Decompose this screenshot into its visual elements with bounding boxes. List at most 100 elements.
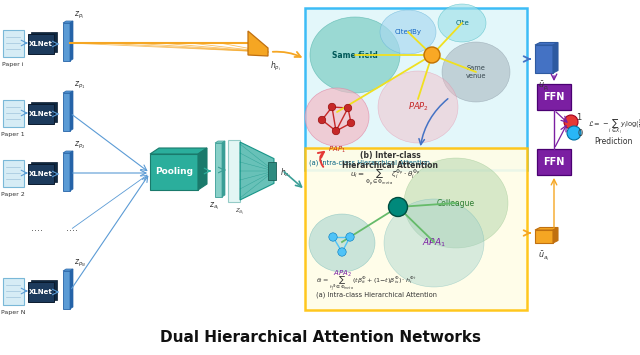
Polygon shape — [63, 23, 70, 61]
Circle shape — [318, 116, 326, 124]
FancyBboxPatch shape — [31, 280, 57, 300]
Text: $PAP_1$: $PAP_1$ — [328, 145, 346, 155]
Polygon shape — [63, 153, 70, 191]
Polygon shape — [70, 151, 73, 191]
Text: Paper i: Paper i — [3, 62, 24, 67]
Text: $z_{p_N}$: $z_{p_N}$ — [74, 258, 86, 269]
Circle shape — [424, 47, 440, 63]
Ellipse shape — [310, 17, 400, 93]
FancyBboxPatch shape — [305, 8, 527, 170]
Polygon shape — [70, 91, 73, 131]
Circle shape — [567, 126, 581, 140]
Polygon shape — [215, 141, 225, 143]
Ellipse shape — [384, 199, 484, 287]
Text: $h_{a_i}$: $h_{a_i}$ — [280, 166, 291, 180]
Text: Same field: Same field — [332, 50, 378, 60]
FancyBboxPatch shape — [537, 84, 571, 110]
Text: Prediction: Prediction — [594, 137, 632, 146]
Polygon shape — [228, 140, 240, 202]
Polygon shape — [150, 154, 198, 190]
Text: Same
venue: Same venue — [466, 66, 486, 78]
Circle shape — [328, 103, 336, 111]
Text: (a) Intra-class Hierarchical Attention: (a) Intra-class Hierarchical Attention — [309, 159, 430, 166]
Text: $\mathcal{L}=-\sum_{i \in X_l} y_i \log(\frac{y_i}{\hat{Y}})$: $\mathcal{L}=-\sum_{i \in X_l} y_i \log(… — [588, 118, 640, 136]
Polygon shape — [553, 43, 558, 73]
Text: Paper 2: Paper 2 — [1, 192, 25, 197]
Polygon shape — [535, 45, 553, 73]
Circle shape — [332, 127, 340, 135]
Circle shape — [564, 115, 578, 129]
Text: ....: .... — [66, 223, 78, 233]
Text: $z_{p_i}$: $z_{p_i}$ — [74, 10, 84, 21]
Polygon shape — [222, 141, 225, 197]
Text: Paper N: Paper N — [1, 310, 25, 315]
Text: FFN: FFN — [543, 92, 564, 102]
Polygon shape — [63, 269, 73, 271]
FancyBboxPatch shape — [3, 29, 24, 56]
Circle shape — [329, 233, 337, 241]
Polygon shape — [248, 31, 268, 56]
Polygon shape — [198, 148, 207, 190]
Text: Pooling: Pooling — [155, 166, 193, 175]
Text: $z_{p_2}$: $z_{p_2}$ — [74, 140, 85, 151]
Ellipse shape — [305, 88, 369, 146]
Text: $\theta_i = \sum_{h_j^{\Phi} \in \Phi_{meta}} (t\beta_{it}^{\Phi} + (1{-}t)\beta: $\theta_i = \sum_{h_j^{\Phi} \in \Phi_{m… — [316, 275, 417, 294]
Text: $\bar{u}_{p_i}$: $\bar{u}_{p_i}$ — [538, 79, 550, 92]
Polygon shape — [63, 91, 73, 93]
FancyBboxPatch shape — [537, 149, 571, 175]
FancyBboxPatch shape — [31, 162, 57, 182]
Text: XLNet: XLNet — [29, 289, 53, 295]
FancyBboxPatch shape — [28, 164, 54, 184]
Ellipse shape — [442, 42, 510, 102]
FancyBboxPatch shape — [28, 282, 54, 302]
Circle shape — [346, 233, 354, 241]
Circle shape — [344, 104, 352, 112]
Circle shape — [338, 248, 346, 256]
Text: FFN: FFN — [543, 157, 564, 167]
Text: 0: 0 — [578, 130, 583, 138]
FancyBboxPatch shape — [28, 34, 54, 54]
Polygon shape — [70, 269, 73, 309]
Polygon shape — [63, 93, 70, 131]
Ellipse shape — [378, 71, 458, 143]
Text: $\bar{u}_{a_i}$: $\bar{u}_{a_i}$ — [538, 250, 550, 263]
FancyBboxPatch shape — [3, 278, 24, 305]
Text: XLNet: XLNet — [29, 111, 53, 117]
Ellipse shape — [404, 158, 508, 248]
Polygon shape — [240, 142, 274, 200]
Polygon shape — [63, 151, 73, 153]
FancyBboxPatch shape — [305, 148, 527, 310]
Text: $z_{a_i}$: $z_{a_i}$ — [235, 207, 245, 217]
Polygon shape — [535, 43, 558, 45]
Polygon shape — [63, 271, 70, 309]
Polygon shape — [268, 162, 276, 180]
Polygon shape — [63, 21, 73, 23]
Text: (b) Inter-class
Hierarchical Attention: (b) Inter-class Hierarchical Attention — [342, 151, 438, 170]
Ellipse shape — [380, 10, 436, 54]
Text: $h_{p_i}$: $h_{p_i}$ — [270, 60, 281, 73]
FancyBboxPatch shape — [31, 102, 57, 122]
Polygon shape — [553, 228, 558, 243]
Polygon shape — [70, 21, 73, 61]
Text: $z_{a_i}$: $z_{a_i}$ — [209, 200, 219, 212]
Text: (a) Intra-class Hierarchical Attention: (a) Intra-class Hierarchical Attention — [316, 291, 437, 297]
Text: ....: .... — [31, 223, 43, 233]
Text: 1: 1 — [576, 114, 581, 122]
Text: $PAP_2$: $PAP_2$ — [408, 101, 429, 113]
Polygon shape — [215, 143, 222, 197]
FancyBboxPatch shape — [3, 99, 24, 126]
Text: Colleague: Colleague — [437, 198, 475, 208]
Polygon shape — [150, 148, 207, 154]
FancyBboxPatch shape — [31, 32, 57, 52]
FancyBboxPatch shape — [3, 159, 24, 186]
Text: XLNet: XLNet — [29, 41, 53, 47]
Polygon shape — [535, 230, 553, 243]
Text: $APA_1$: $APA_1$ — [422, 237, 446, 249]
Text: Paper 1: Paper 1 — [1, 132, 25, 137]
Ellipse shape — [438, 4, 486, 42]
Text: Cite: Cite — [455, 20, 469, 26]
Text: $z_{p_1}$: $z_{p_1}$ — [74, 80, 86, 91]
Text: CitedBy: CitedBy — [394, 29, 422, 35]
Polygon shape — [535, 228, 558, 230]
Circle shape — [347, 119, 355, 127]
